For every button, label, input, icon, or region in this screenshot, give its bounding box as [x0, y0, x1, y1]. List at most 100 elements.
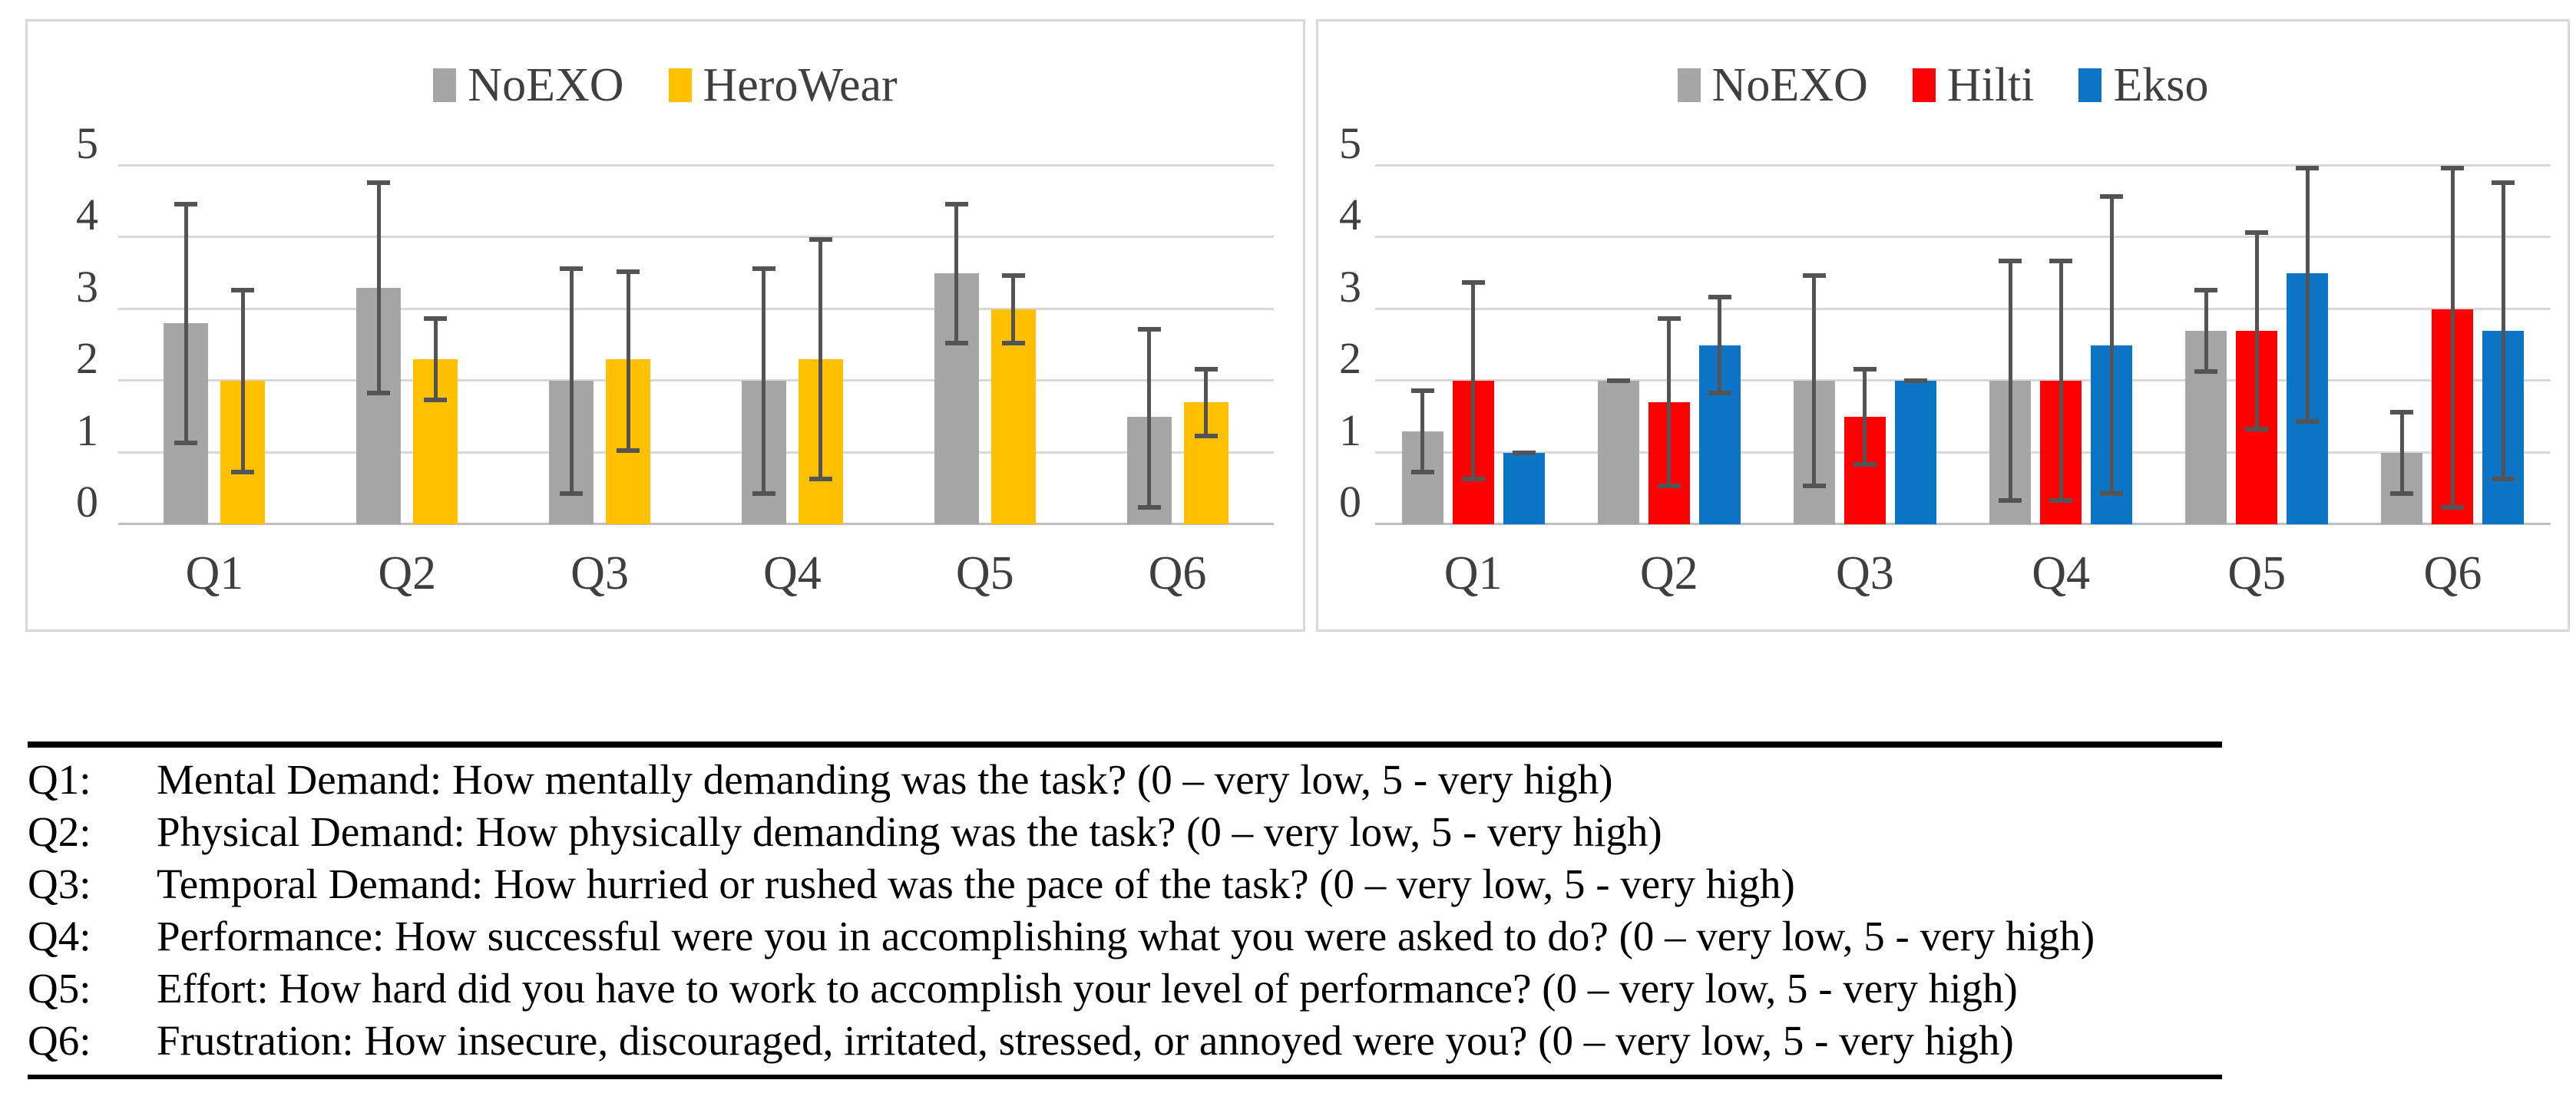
error-bar: [944, 201, 968, 345]
error-cap-bottom: [2245, 426, 2269, 431]
error-bar: [2245, 230, 2269, 431]
bar-group-q5: [888, 166, 1081, 524]
bar-slot: [2432, 166, 2474, 524]
bar-group-q3: [1767, 166, 1963, 524]
y-tick-label: 5: [1339, 118, 1361, 168]
error-bar: [2296, 166, 2320, 424]
gridline: [1375, 307, 2551, 310]
error-whisker: [1147, 327, 1152, 510]
error-cap-bottom: [1853, 462, 1877, 467]
bar-slot: [2287, 166, 2329, 524]
x-category-label-q3: Q3: [570, 547, 629, 599]
bar-group-q5: [2159, 166, 2355, 524]
error-whisker: [2058, 259, 2063, 503]
error-bar: [752, 266, 775, 496]
error-cap-bottom: [944, 340, 968, 345]
error-cap-bottom: [2390, 490, 2414, 496]
error-whisker: [1718, 295, 1722, 395]
error-bar: [1001, 273, 1025, 345]
error-whisker: [2501, 180, 2505, 481]
error-cap-bottom: [809, 476, 832, 481]
error-cap-top: [1802, 273, 1826, 279]
error-whisker: [2008, 259, 2012, 503]
error-cap-top: [2245, 230, 2269, 236]
bar-ekso-q1: [1503, 452, 1545, 524]
bar-ekso-q3: [1894, 381, 1936, 524]
error-cap-bottom: [2049, 497, 2073, 503]
error-cap-bottom: [560, 490, 584, 496]
y-tick-label: 1: [1339, 405, 1361, 455]
error-bar: [2492, 180, 2515, 481]
error-cap-top: [2296, 166, 2320, 171]
error-cap-bottom: [174, 441, 198, 446]
legend-label: HeroWear: [703, 59, 898, 111]
error-whisker: [376, 180, 381, 395]
bar-slot: [164, 166, 209, 524]
x-category-label-q3: Q3: [1836, 547, 1894, 599]
question-description: Performance: How successful were you in …: [157, 913, 2095, 959]
error-cap-bottom: [2100, 490, 2124, 496]
bar-group-q6: [2355, 166, 2551, 524]
gridline: [1375, 451, 2551, 454]
error-cap-top: [174, 201, 198, 206]
question-description: Mental Demand: How mentally demanding wa…: [157, 756, 1613, 803]
x-category-label-q6: Q6: [1148, 547, 1207, 599]
error-cap-bottom: [367, 390, 391, 395]
bar-slot: [1698, 166, 1741, 524]
error-cap-top: [617, 269, 640, 275]
legend-swatch: [668, 68, 692, 102]
bar-slot: [798, 166, 843, 524]
y-tick-label: 1: [76, 405, 98, 455]
error-cap-top: [2194, 287, 2218, 292]
error-cap-bottom: [2296, 419, 2320, 424]
bar-slot: [934, 166, 979, 524]
bar-slot: [1989, 166, 2032, 524]
bar-slot: [2040, 166, 2082, 524]
legend-label: NoEXO: [1711, 59, 1868, 111]
error-cap: [1606, 378, 1630, 384]
error-whisker: [1471, 280, 1476, 481]
bar-slot: [1401, 166, 1443, 524]
x-category-label-q2: Q2: [378, 547, 437, 599]
question-id: Q1:: [28, 756, 91, 803]
chart-plot-area: [1375, 164, 2551, 525]
error-whisker: [1420, 388, 1425, 474]
error-bar: [1657, 316, 1681, 489]
legend-item-herowear: HeroWear: [668, 59, 898, 111]
question-id: Q5:: [28, 965, 91, 1012]
table-row: Q2: Physical Demand: How physically dema…: [28, 806, 2222, 858]
question-id: Q4:: [28, 913, 91, 959]
error-bar: [560, 266, 584, 496]
error-cap-top: [1461, 280, 1485, 286]
error-whisker: [1812, 273, 1817, 489]
error-bar: [1708, 295, 1731, 395]
question-id: Q2:: [28, 808, 91, 855]
y-tick-label: 0: [1339, 477, 1361, 527]
question-legend-table: Q1: Mental Demand: How mentally demandin…: [28, 741, 2222, 1079]
table-row: Q1: Mental Demand: How mentally demandin…: [28, 754, 2222, 806]
y-tick-label: 3: [1339, 261, 1361, 312]
error-cap-top: [424, 316, 448, 322]
error-whisker: [762, 266, 766, 496]
bar-group-q2: [311, 166, 504, 524]
bar-group-q6: [1081, 166, 1274, 524]
error-bar: [2194, 287, 2218, 374]
error-cap-top: [2441, 166, 2465, 171]
error-whisker: [1011, 273, 1016, 345]
error-bar: [367, 180, 391, 395]
error-cap-top: [231, 287, 255, 292]
error-cap-bottom: [1461, 476, 1485, 481]
error-bar: [1999, 259, 2022, 503]
error-whisker: [2305, 166, 2310, 424]
legend-item-noexo: NoEXO: [433, 61, 624, 109]
bar-slot: [1452, 166, 1494, 524]
chart-legend: NoEXO Hilti Ekso: [1318, 61, 2568, 109]
chart-panel-hilti-ekso: NoEXO Hilti Ekso 0 1 2 3 4 5 Q1 Q2 Q3 Q4 Q5 Q6: [1316, 19, 2570, 632]
error-cap-bottom: [1137, 505, 1161, 510]
x-category-label-q4: Q4: [2032, 547, 2090, 599]
error-whisker: [2450, 166, 2455, 510]
error-whisker: [2254, 230, 2259, 431]
y-tick-label: 4: [1339, 190, 1361, 240]
error-cap-bottom: [752, 490, 775, 496]
error-cap-bottom: [1802, 484, 1826, 489]
